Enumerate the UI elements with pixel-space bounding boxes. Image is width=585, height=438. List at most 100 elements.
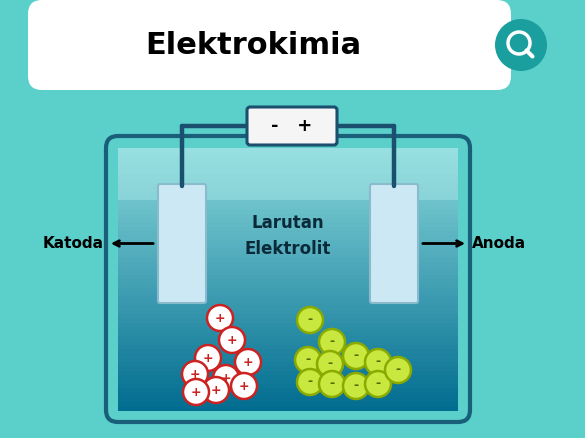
- Bar: [118, 226, 458, 232]
- Text: -: -: [329, 336, 335, 349]
- Bar: [118, 205, 458, 210]
- Text: -: -: [329, 378, 335, 391]
- Text: Anoda: Anoda: [472, 236, 526, 251]
- Bar: [118, 362, 458, 367]
- Bar: [118, 231, 458, 237]
- FancyBboxPatch shape: [370, 184, 418, 303]
- Circle shape: [195, 345, 221, 371]
- Text: -: -: [376, 378, 381, 391]
- Bar: [118, 366, 458, 372]
- Bar: [118, 253, 458, 258]
- Bar: [118, 183, 458, 188]
- Bar: [118, 257, 458, 262]
- Bar: [118, 174, 458, 180]
- Text: Larutan
Elektrolit: Larutan Elektrolit: [245, 215, 331, 258]
- Text: +: +: [221, 371, 231, 385]
- Bar: [118, 375, 458, 381]
- Bar: [118, 196, 458, 201]
- Text: +: +: [227, 333, 238, 346]
- Text: -: -: [328, 357, 332, 371]
- Bar: [118, 314, 458, 319]
- Bar: [118, 283, 458, 289]
- Text: +: +: [239, 379, 249, 392]
- Bar: [118, 166, 458, 171]
- Bar: [118, 270, 458, 276]
- Circle shape: [319, 371, 345, 397]
- Text: -: -: [308, 375, 312, 389]
- Circle shape: [319, 329, 345, 355]
- Text: -: -: [305, 353, 311, 367]
- Text: -: -: [353, 379, 359, 392]
- Bar: [118, 301, 458, 306]
- Circle shape: [297, 307, 323, 333]
- Bar: [118, 340, 458, 346]
- Bar: [118, 148, 458, 200]
- Bar: [118, 209, 458, 215]
- Text: -: -: [353, 350, 359, 363]
- Bar: [118, 222, 458, 228]
- Bar: [118, 218, 458, 223]
- Circle shape: [365, 349, 391, 375]
- FancyBboxPatch shape: [158, 184, 206, 303]
- Bar: [118, 336, 458, 341]
- Circle shape: [219, 327, 245, 353]
- Bar: [118, 297, 458, 302]
- Bar: [118, 192, 458, 197]
- Bar: [118, 332, 458, 337]
- Bar: [118, 152, 458, 158]
- Bar: [118, 261, 458, 267]
- Bar: [118, 357, 458, 363]
- Circle shape: [385, 357, 411, 383]
- Text: +: +: [243, 356, 253, 368]
- Bar: [118, 248, 458, 254]
- Circle shape: [297, 369, 323, 395]
- Bar: [118, 179, 458, 184]
- Text: +: +: [215, 311, 225, 325]
- Bar: [118, 279, 458, 284]
- Bar: [118, 305, 458, 311]
- Bar: [118, 170, 458, 175]
- Text: -: -: [395, 364, 401, 377]
- Bar: [118, 397, 458, 402]
- Bar: [118, 292, 458, 297]
- Circle shape: [295, 347, 321, 373]
- Bar: [118, 213, 458, 219]
- Bar: [118, 345, 458, 350]
- Text: -: -: [376, 356, 381, 368]
- Bar: [118, 371, 458, 376]
- Bar: [118, 201, 458, 206]
- Bar: [118, 240, 458, 245]
- Circle shape: [495, 19, 547, 71]
- Bar: [118, 148, 458, 153]
- Circle shape: [365, 371, 391, 397]
- FancyBboxPatch shape: [247, 107, 337, 145]
- Bar: [118, 266, 458, 271]
- Circle shape: [183, 379, 209, 405]
- Circle shape: [317, 351, 343, 377]
- FancyBboxPatch shape: [28, 0, 511, 90]
- Bar: [118, 353, 458, 359]
- Circle shape: [235, 349, 261, 375]
- Circle shape: [203, 377, 229, 403]
- Bar: [118, 379, 458, 385]
- Bar: [118, 235, 458, 241]
- Bar: [118, 384, 458, 389]
- Circle shape: [343, 373, 369, 399]
- Bar: [118, 388, 458, 393]
- Bar: [118, 187, 458, 193]
- Text: +: +: [190, 367, 200, 381]
- Bar: [118, 161, 458, 166]
- Circle shape: [343, 343, 369, 369]
- Text: +: +: [202, 352, 214, 364]
- Bar: [118, 288, 458, 293]
- Bar: [118, 349, 458, 354]
- Bar: [118, 323, 458, 328]
- Bar: [118, 244, 458, 249]
- Circle shape: [182, 361, 208, 387]
- Text: +: +: [191, 385, 201, 399]
- Text: +: +: [211, 384, 221, 396]
- Circle shape: [213, 365, 239, 391]
- Bar: [118, 392, 458, 398]
- Bar: [118, 275, 458, 280]
- Circle shape: [207, 305, 233, 331]
